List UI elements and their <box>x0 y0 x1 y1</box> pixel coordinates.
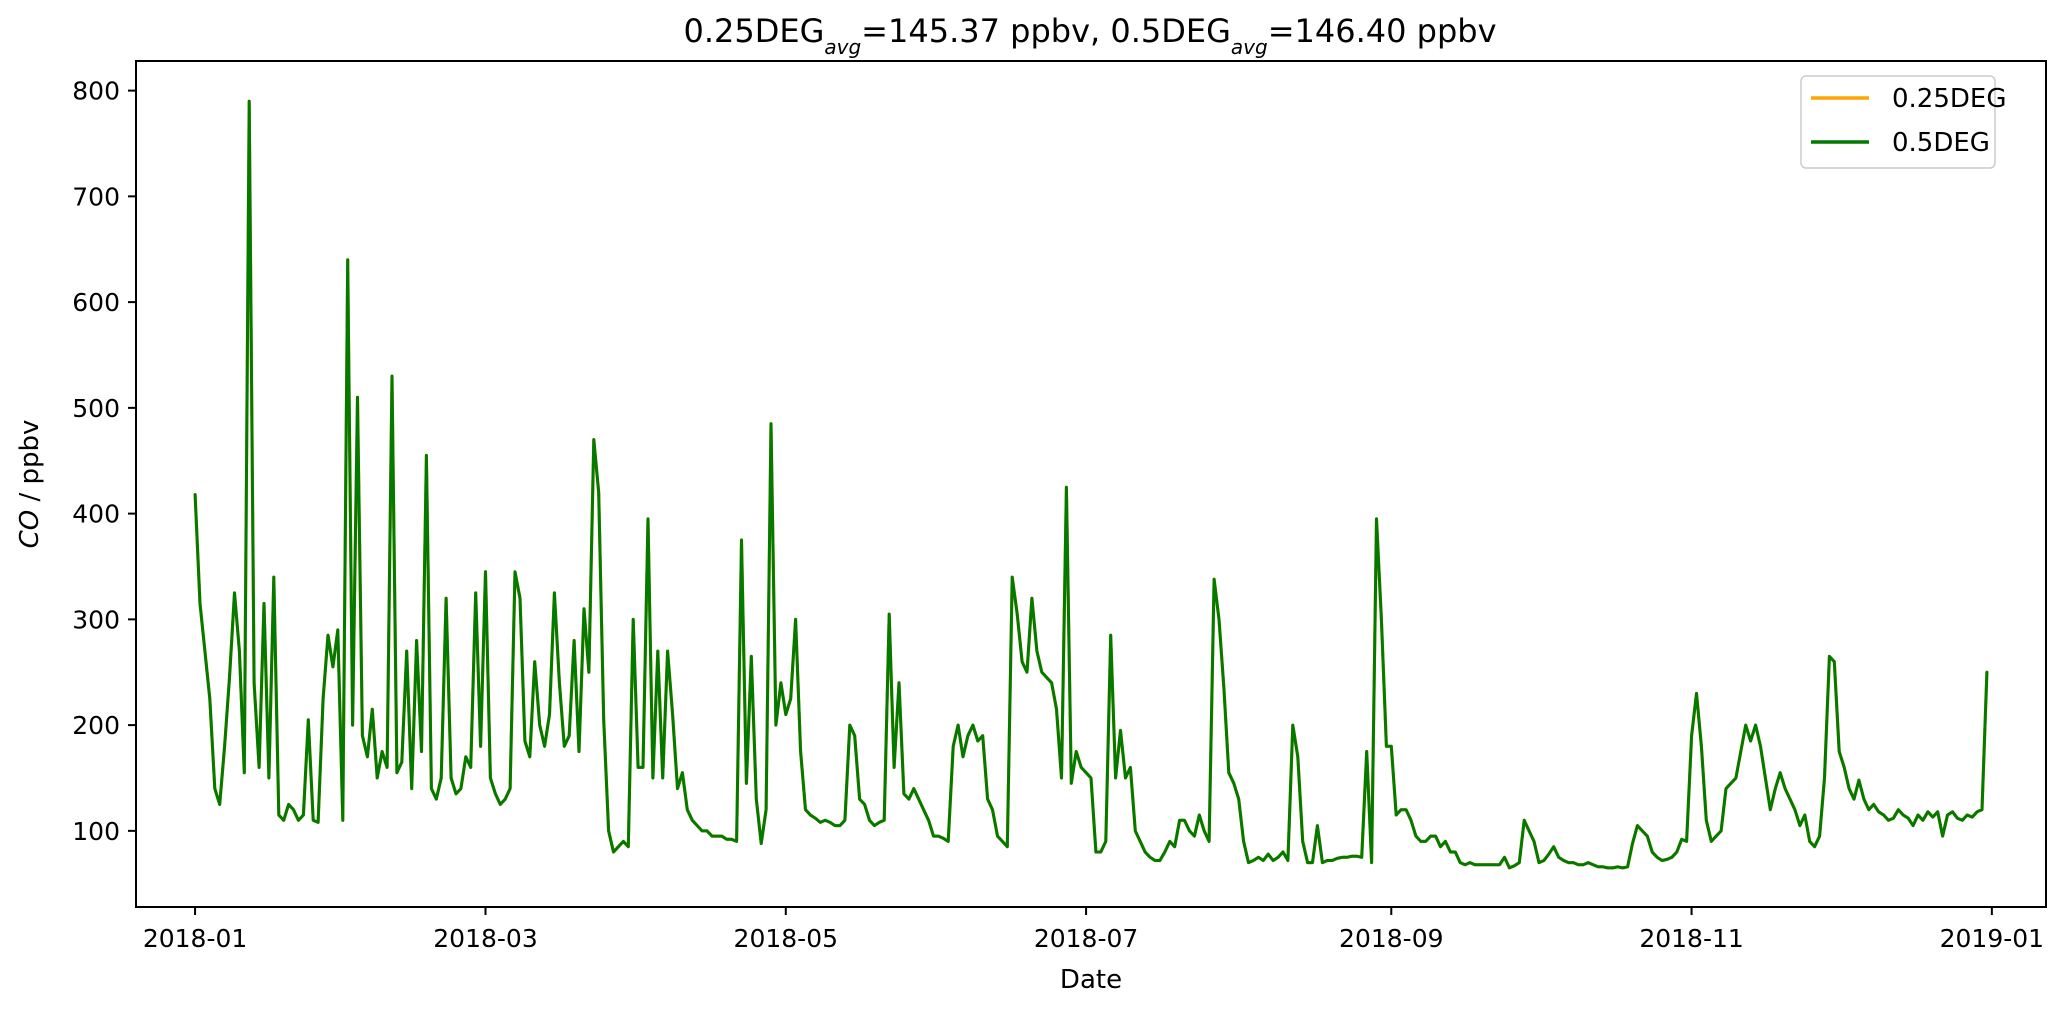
y-tick-label: 400 <box>72 500 120 529</box>
y-tick-label: 300 <box>72 605 120 634</box>
y-tick-label: 200 <box>72 711 120 740</box>
x-tick-label: 2018-01 <box>143 924 247 953</box>
y-tick-label: 800 <box>72 77 120 106</box>
series-line-0.5deg <box>193 99 1989 870</box>
y-axis-title: CO / ppbv <box>15 420 45 549</box>
x-tick-label: 2018-05 <box>734 924 838 953</box>
y-axis: 100 200 300 400 500 600 700 800 <box>72 77 136 846</box>
x-tick-label: 2018-07 <box>1034 924 1138 953</box>
x-tick-label: 2018-03 <box>433 924 537 953</box>
y-tick-label: 500 <box>72 394 120 423</box>
y-tick-label: 100 <box>72 817 120 846</box>
x-tick-label: 2018-11 <box>1639 924 1743 953</box>
legend-label-0.5deg: 0.5DEG <box>1892 128 1990 158</box>
x-axis: 2018-01 2018-03 2018-05 2018-07 2018-09 2018-… <box>143 907 2044 953</box>
series-layer <box>193 99 1989 870</box>
legend: 0.25DEG 0.5DEG <box>1800 75 2007 169</box>
x-tick-label: 2019-01 <box>1940 924 2044 953</box>
legend-label-0.25deg: 0.25DEG <box>1892 84 2007 114</box>
plot-area <box>135 60 2047 908</box>
plot-frame <box>135 60 2047 908</box>
y-tick-label: 700 <box>72 182 120 211</box>
x-tick-label: 2018-09 <box>1339 924 1443 953</box>
x-axis-title: Date <box>1060 965 1122 995</box>
chart-title: 0.25DEGavg=145.37 ppbv, 0.5DEGavg=146.40… <box>683 12 1496 59</box>
y-tick-label: 600 <box>72 288 120 317</box>
